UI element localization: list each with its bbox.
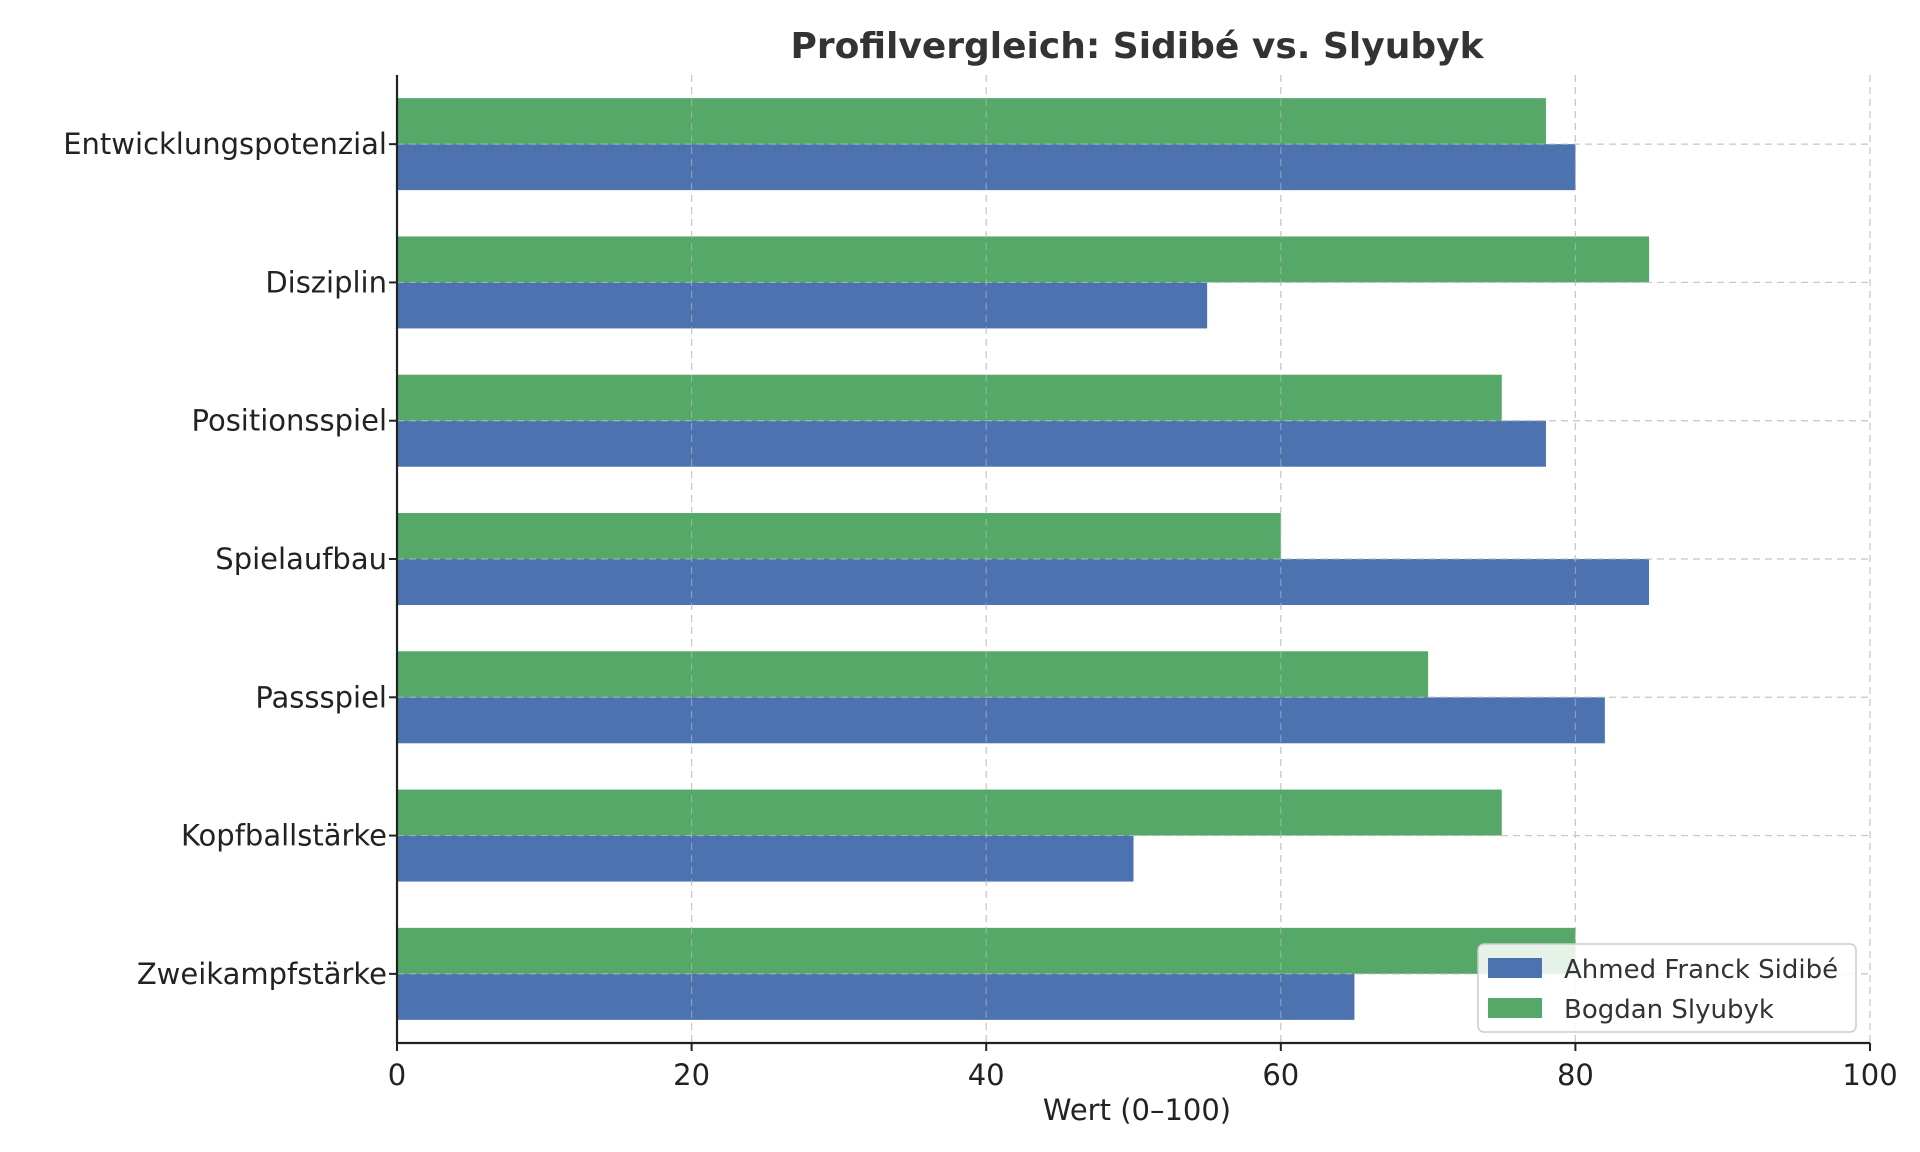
bar-sidibe xyxy=(397,973,1355,1020)
labels: Entwicklungspotenzial Disziplin Positionss… xyxy=(63,127,1897,1092)
category-label: Spielaufbau xyxy=(215,542,387,576)
bar-sidibe xyxy=(397,282,1208,329)
bar-slyubyk xyxy=(397,98,1546,145)
legend: Ahmed Franck Sidibé Bogdan Slyubyk xyxy=(1477,943,1857,1033)
axes xyxy=(389,75,1871,1051)
legend-box xyxy=(1477,943,1857,1033)
bars xyxy=(396,75,1871,1043)
x-tick-label: 100 xyxy=(1842,1058,1897,1092)
category-label: Zweikampfstärke xyxy=(137,957,387,991)
category-label: Positionsspiel xyxy=(192,404,388,438)
bar-slyubyk xyxy=(397,236,1650,283)
x-axis-label: Wert (0–100) xyxy=(1043,1093,1231,1127)
legend-label: Ahmed Franck Sidibé xyxy=(1564,955,1838,985)
x-tick-label: 40 xyxy=(968,1058,1005,1092)
chart-title: Profilvergleich: Sidibé vs. Slyubyk xyxy=(790,26,1484,67)
bar-slyubyk xyxy=(397,513,1281,559)
bar-sidibe xyxy=(397,835,1134,882)
category-label: Entwicklungspotenzial xyxy=(63,127,387,161)
bar-slyubyk xyxy=(397,789,1502,836)
x-tick-label: 0 xyxy=(388,1058,406,1092)
x-tick-label: 80 xyxy=(1557,1058,1594,1092)
bar-sidibe xyxy=(397,559,1650,605)
bar-slyubyk xyxy=(397,374,1502,421)
category-label: Disziplin xyxy=(265,265,387,299)
x-tick-label: 60 xyxy=(1262,1058,1299,1092)
legend-swatch xyxy=(1488,998,1542,1018)
legend-swatch xyxy=(1488,958,1542,978)
x-tick-label: 20 xyxy=(673,1058,710,1092)
category-label: Passspiel xyxy=(255,680,387,714)
category-label: Kopfballstärke xyxy=(181,819,387,853)
legend-label: Bogdan Slyubyk xyxy=(1564,995,1774,1025)
bar-slyubyk xyxy=(397,651,1429,698)
bar-sidibe xyxy=(397,697,1605,744)
bar-sidibe xyxy=(397,420,1546,467)
